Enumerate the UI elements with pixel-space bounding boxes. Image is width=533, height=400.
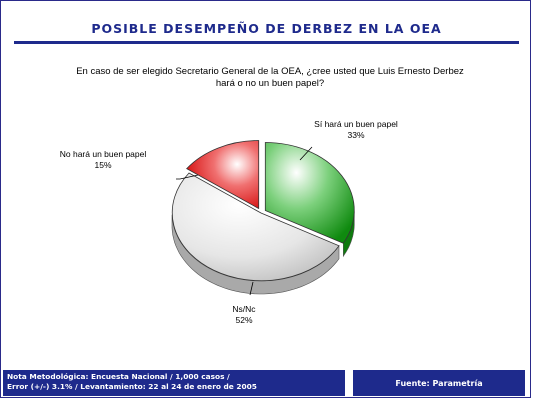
pie-slice-si-leader xyxy=(299,146,313,161)
pie-slice-si-name-label: Sí hará un buen papel xyxy=(314,119,398,129)
pie-slice-nsnc xyxy=(171,172,340,282)
methodology-line-2: Error (+/-) 3.1% / Levantamiento: 22 al … xyxy=(7,381,257,391)
pie-slice-no xyxy=(186,140,260,210)
pie-slices xyxy=(171,140,355,295)
pie-slice-nsnc-value-label: 52% xyxy=(235,315,252,325)
survey-question: En caso de ser elegido Secretario Genera… xyxy=(40,66,500,90)
pie-slice-si-value-label: 33% xyxy=(347,130,364,140)
question-line-2: hará o no un buen papel? xyxy=(215,78,325,89)
title-divider xyxy=(14,41,519,44)
pie-slice-nsnc-leader xyxy=(249,281,254,296)
pie-slice-no-value-label: 15% xyxy=(94,160,111,170)
source-badge: Fuente: Parametría xyxy=(353,370,525,396)
pie-slice-no-name-label: No hará un buen papel xyxy=(60,149,147,159)
pie-slice-si xyxy=(264,142,355,244)
page-title: POSIBLE DESEMPEÑO DE DERBEZ EN LA OEA xyxy=(91,21,442,36)
methodology-line-1: Nota Metodológica: Encuesta Nacional / 1… xyxy=(7,372,230,381)
question-line-1: En caso de ser elegido Secretario Genera… xyxy=(76,66,464,77)
pie-slice-nsnc-name-label: Ns/Nc xyxy=(232,304,256,314)
methodology-note: Nota Metodológica: Encuesta Nacional / 1… xyxy=(3,370,345,396)
pie-slice-no-leader xyxy=(176,174,199,180)
